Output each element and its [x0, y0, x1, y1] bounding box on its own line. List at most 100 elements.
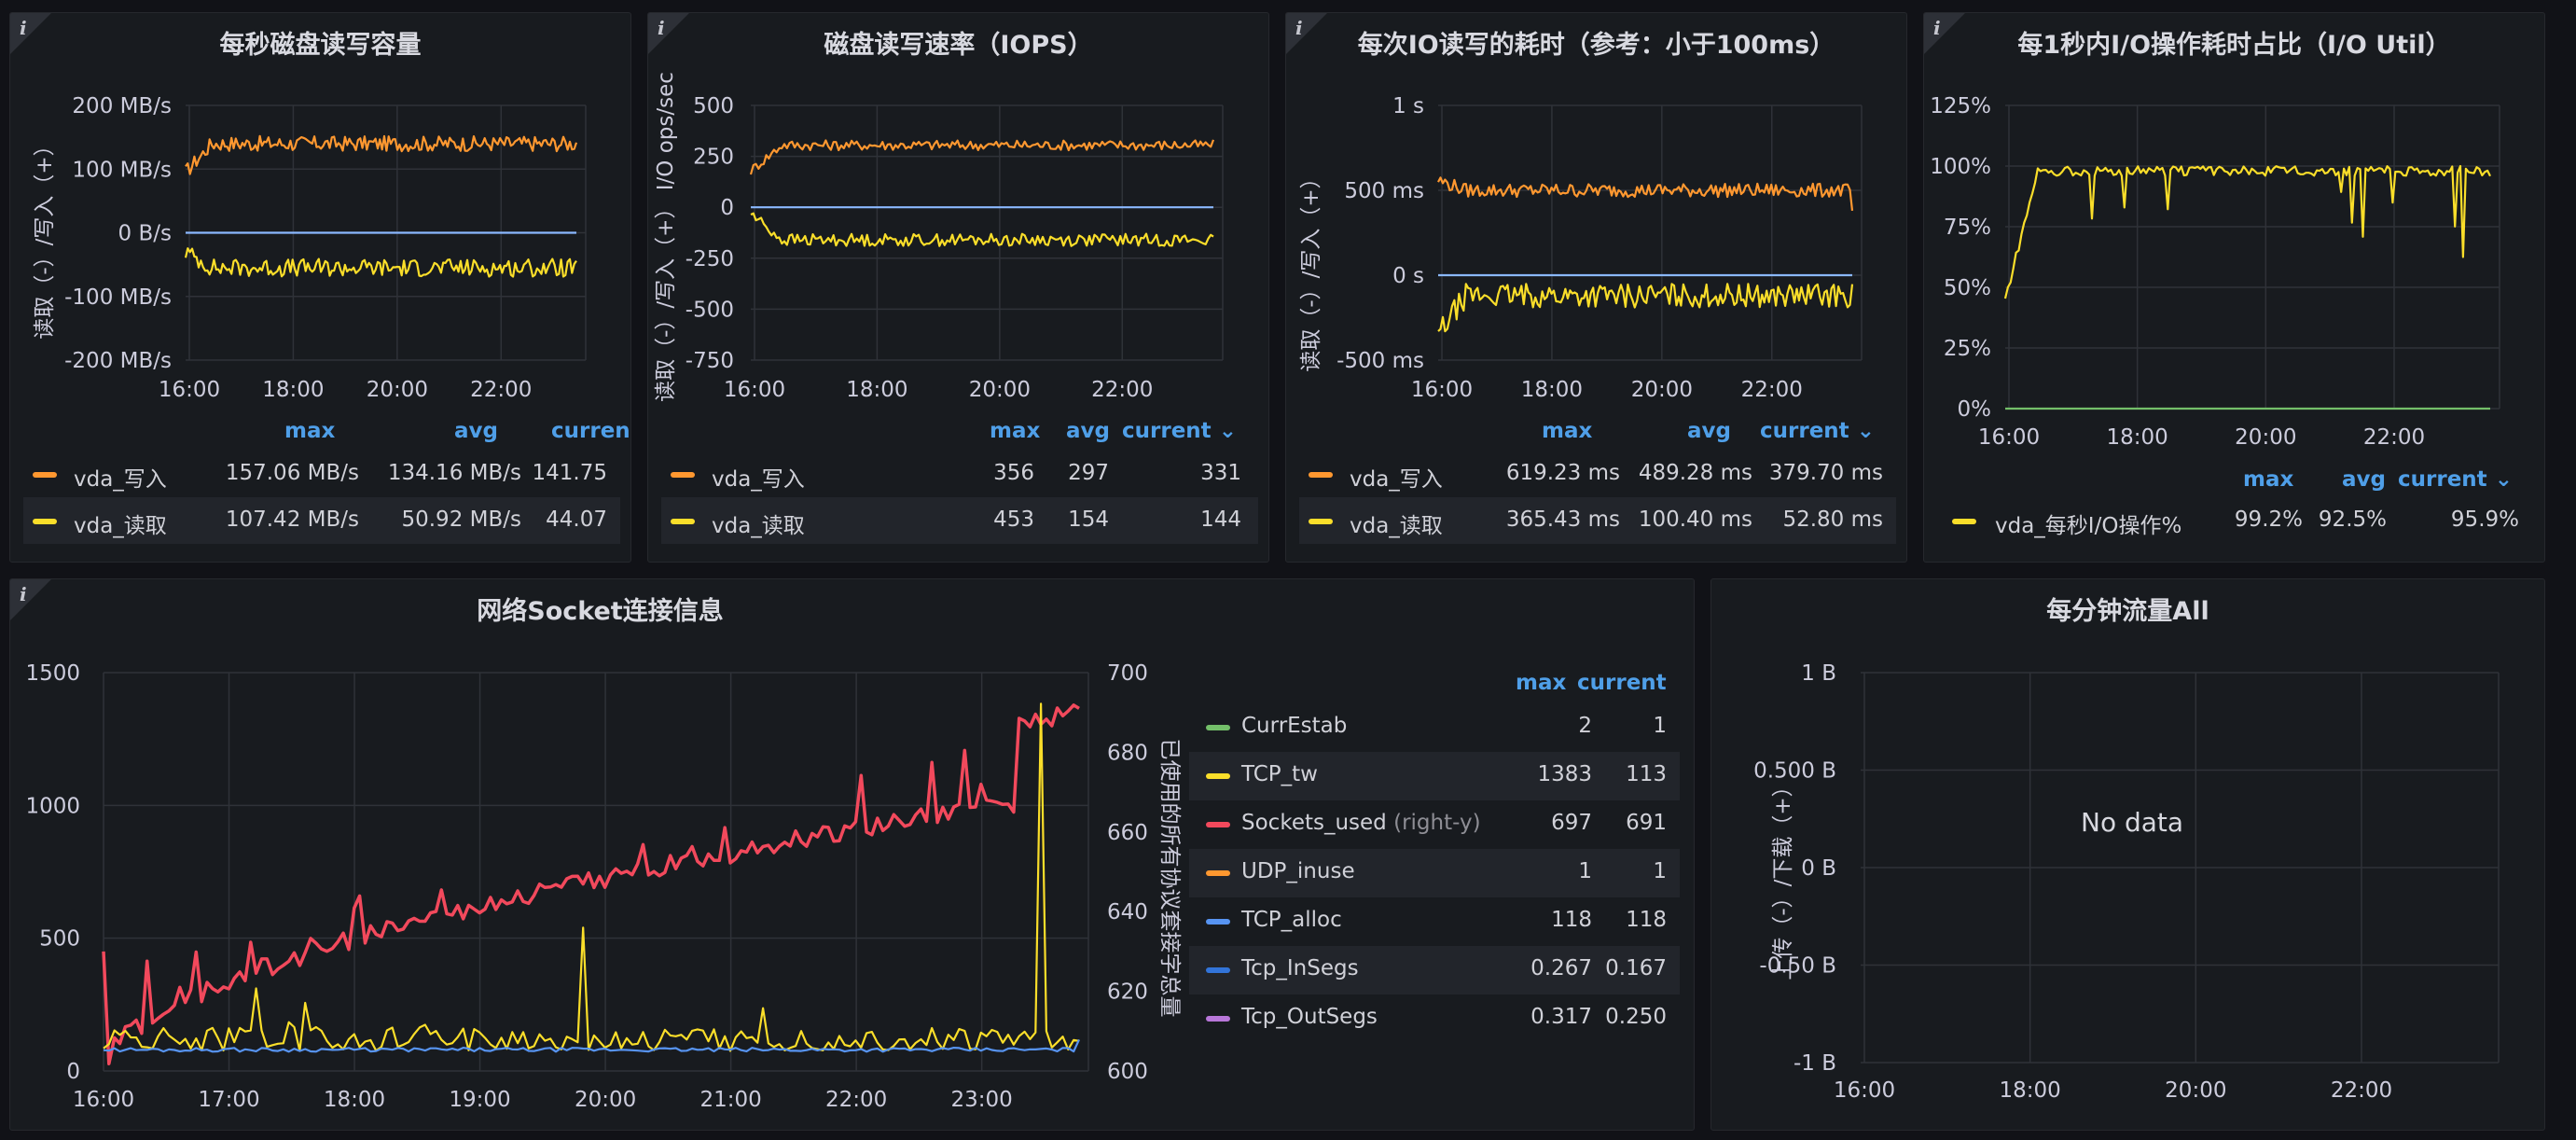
legend-row[interactable]: vda_读取 453 154 144: [661, 497, 1258, 544]
legend-row[interactable]: TCP_alloc 118 118: [1189, 897, 1680, 946]
legend-header-current[interactable]: current ⌄: [2398, 467, 2513, 492]
y-tick-label: 25%: [1944, 337, 1991, 361]
legend-series-name: vda_每秒I/O操作%: [1995, 514, 2182, 538]
legend-max: 1: [1578, 859, 1592, 883]
chart-traffic[interactable]: 1 B 0.500 B 0 B -0.50 B -1 B16:00 18:00 20:00 2…: [1711, 579, 2545, 1131]
legend-header-max[interactable]: max: [1516, 671, 1567, 695]
x-tick-label: 22:00: [470, 378, 532, 402]
legend-row[interactable]: CurrEstab 2 1: [1189, 703, 1680, 752]
panel-title[interactable]: 每次IO读写的耗时（参考：小于100ms）: [1357, 31, 1835, 60]
legend-header-max[interactable]: max: [2243, 467, 2294, 492]
panel-info-corner[interactable]: [648, 13, 689, 54]
chart-socket[interactable]: 1500 1000 500 0 700 680 660 640 620 600 16:00 17:00…: [10, 579, 1695, 1131]
legend-avg: 154: [1068, 507, 1109, 532]
legend-row[interactable]: Sockets_used (right-y) 697 691: [1189, 800, 1680, 849]
panel-title[interactable]: 每秒磁盘读写容量: [219, 31, 422, 60]
y-tick-label: 1500: [25, 661, 80, 686]
legend-header-current[interactable]: current: [1577, 671, 1667, 695]
chart-io-util[interactable]: 125% 100% 75% 50% 25% 0% 16:00 18:00 20:00 22:00: [1924, 13, 2545, 563]
panel-socket: i 网络Socket连接信息 1500 1000 500 0 700 680 660 640 6…: [9, 578, 1695, 1131]
series-line-vda-: [750, 212, 1214, 247]
panel-info-corner[interactable]: [1924, 13, 1965, 54]
legend-max: 157.06 MB/s: [225, 461, 359, 485]
y2-tick-label: 700: [1107, 661, 1148, 686]
legend-row[interactable]: vda_写入 619.23 ms 489.28 ms 379.70 ms: [1299, 451, 1896, 497]
chart-io-latency[interactable]: 1 s 500 ms 0 s -500 ms 16:00 18:00 20:00 22:00 读…: [1286, 13, 1907, 563]
chevron-down-icon[interactable]: ⌄: [2494, 467, 2513, 492]
legend-header-current[interactable]: curren: [551, 419, 630, 443]
legend-row[interactable]: UDP_inuse 1 1: [1189, 849, 1680, 897]
x-tick-label: 22:00: [1091, 378, 1153, 402]
legend-current: 118: [1626, 908, 1667, 932]
legend-header-current[interactable]: current ⌄: [1122, 419, 1237, 443]
legend-row[interactable]: vda_每秒I/O操作% 99.2% 92.5% 95.9%: [1937, 497, 2534, 544]
legend-row[interactable]: Tcp_InSegs 0.267 0.167: [1189, 946, 1680, 994]
series-line-vda-: [1437, 176, 1854, 212]
legend-swatch: [33, 472, 57, 478]
series-line-vda-: [185, 134, 578, 175]
legend-series-name: vda_写入: [1350, 467, 1443, 492]
x-tick-label: 18:00: [2107, 425, 2168, 450]
x-tick-label: 19:00: [449, 1088, 510, 1112]
legend-row[interactable]: vda_写入 356 297 331: [661, 451, 1258, 497]
legend-header-max[interactable]: max: [1542, 419, 1593, 443]
legend-row[interactable]: vda_读取 107.42 MB/s 50.92 MB/s 44.07: [23, 497, 620, 544]
chart-disk-iops[interactable]: 500 250 0 -250 -500 -750 16:00 18:00 20:00 22:00 读…: [648, 13, 1269, 563]
chevron-down-icon[interactable]: ⌄: [1218, 419, 1237, 443]
legend-header-current-label: current: [1760, 419, 1849, 443]
info-icon[interactable]: i: [1295, 17, 1303, 39]
legend-row[interactable]: Tcp_OutSegs 0.317 0.250: [1189, 994, 1680, 1043]
panel-info-corner[interactable]: [10, 579, 51, 620]
legend-swatch: [33, 519, 57, 524]
info-icon[interactable]: i: [658, 17, 665, 39]
legend-header-avg[interactable]: avg: [2342, 467, 2386, 492]
panel-title[interactable]: 每分钟流量All: [2046, 597, 2209, 626]
legend-header-current-label: current: [2398, 467, 2487, 492]
legend-header-max[interactable]: max: [990, 419, 1041, 443]
legend-row[interactable]: vda_读取 365.43 ms 100.40 ms 52.80 ms: [1299, 497, 1896, 544]
legend-avg: 92.5%: [2318, 507, 2387, 532]
legend-header-avg[interactable]: avg: [1687, 419, 1731, 443]
legend-current: 144: [1200, 507, 1241, 532]
info-icon[interactable]: i: [20, 17, 27, 39]
legend-header-max[interactable]: max: [284, 419, 336, 443]
info-icon[interactable]: i: [20, 583, 27, 605]
legend-axis-hint: (right-y): [1393, 811, 1481, 835]
panel-info-corner[interactable]: [10, 13, 51, 54]
y-tick-label: 0 s: [1392, 264, 1424, 288]
x-tick-label: 21:00: [699, 1088, 761, 1112]
x-tick-label: 16:00: [159, 378, 220, 402]
legend-row[interactable]: TCP_tw 1383 113: [1189, 752, 1680, 800]
x-tick-label: 20:00: [367, 378, 428, 402]
panel-title[interactable]: 磁盘读写速率（IOPS）: [824, 31, 1093, 60]
legend-current: 52.80 ms: [1782, 507, 1883, 532]
y2-tick-label: 640: [1107, 900, 1148, 925]
panel-info-corner[interactable]: [1286, 13, 1327, 54]
y-axis-label: 读取（-）/写入（+） I/O ops/sec: [654, 72, 678, 402]
panel-title[interactable]: 网络Socket连接信息: [477, 597, 724, 626]
y-tick-label: -1 B: [1794, 1051, 1836, 1076]
legend-max: 697: [1551, 811, 1592, 835]
legend-series-label: TCP_tw: [1241, 762, 1318, 786]
x-tick-label: 16:00: [1834, 1078, 1895, 1103]
legend-header-avg[interactable]: avg: [1066, 419, 1110, 443]
chart-disk-throughput[interactable]: 200 MB/s 100 MB/s 0 B/s -100 MB/s -200 MB/s 1…: [10, 13, 631, 563]
series-line-vda-: [1437, 283, 1854, 333]
panel-title[interactable]: 每1秒内I/O操作耗时占比（I/O Util）: [2017, 31, 2451, 60]
legend-row[interactable]: vda_写入 157.06 MB/s 134.16 MB/s 141.75: [23, 451, 620, 497]
legend-header-avg[interactable]: avg: [454, 419, 498, 443]
info-icon[interactable]: i: [1933, 17, 1941, 39]
legend-current: 0.250: [1605, 1005, 1667, 1029]
y-tick-label: -500 ms: [1336, 349, 1424, 373]
chevron-down-icon[interactable]: ⌄: [1856, 419, 1875, 443]
legend-swatch: [671, 472, 695, 478]
legend-series-name: Tcp_OutSegs: [1241, 1005, 1378, 1029]
legend-swatch: [1206, 773, 1230, 779]
series-line-sockets-used: [102, 703, 1080, 1066]
legend-series-name: Sockets_used (right-y): [1241, 811, 1481, 835]
y-tick-label: 50%: [1944, 276, 1991, 300]
legend-max: 118: [1551, 908, 1592, 932]
legend-avg: 50.92 MB/s: [401, 507, 521, 532]
legend-header-current[interactable]: current ⌄: [1760, 419, 1875, 443]
panel-io-util: i 每1秒内I/O操作耗时占比（I/O Util） 125% 100% 75% 50%…: [1923, 12, 2545, 563]
